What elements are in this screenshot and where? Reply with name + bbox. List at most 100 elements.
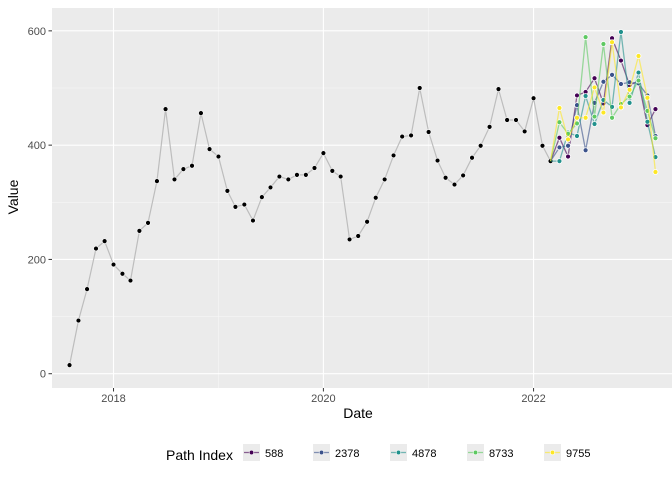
history-point (206, 146, 213, 152)
history-point (145, 220, 151, 226)
forecast-point (591, 75, 598, 82)
legend-item-4878: 4878 (390, 444, 436, 461)
history-point (329, 168, 336, 174)
y-tick-label: 400 (28, 140, 46, 152)
forecast-point (582, 114, 589, 121)
forecast-point (591, 84, 598, 91)
history-point (434, 157, 441, 164)
forecast-point (609, 39, 615, 46)
forecast-point (600, 41, 607, 47)
history-point (495, 86, 502, 92)
major-gridlines (52, 8, 672, 388)
x-axis-title: Date (343, 405, 373, 421)
forecast-point (582, 147, 589, 154)
forecast-path-8733 (549, 34, 659, 162)
forecast-point (591, 121, 598, 127)
history-point (417, 85, 423, 91)
y-axis-ticks: 0 200 400 600 (28, 26, 52, 381)
history-point (101, 238, 108, 244)
history-point (469, 155, 475, 161)
history-point (110, 261, 117, 268)
history-point (346, 236, 353, 243)
history-point (425, 129, 432, 135)
forecast-point (618, 29, 624, 35)
forecast-point (626, 99, 633, 106)
history-point (521, 128, 528, 135)
forecast-point (635, 69, 642, 76)
history-point (189, 163, 195, 169)
history-point (530, 95, 537, 101)
history-point (504, 117, 510, 123)
forecast-point (635, 53, 642, 59)
legend-key-point (318, 449, 325, 456)
history-point (136, 228, 143, 234)
history-point (408, 132, 414, 139)
history-point (390, 152, 397, 159)
history-point (320, 150, 327, 156)
history-line (68, 87, 552, 366)
history-point (337, 173, 344, 180)
history-point (75, 317, 82, 324)
forecast-point (556, 158, 563, 165)
forecast-paths (549, 29, 659, 175)
forecast-point (591, 113, 598, 120)
forecast-point (635, 77, 642, 84)
x-tick-label: 2020 (311, 393, 335, 405)
forecast-point (609, 114, 615, 121)
history-point (93, 245, 99, 252)
history-point (399, 133, 405, 140)
history-point (180, 166, 187, 172)
history-point (373, 195, 379, 201)
forecast-point (618, 57, 624, 64)
x-axis-ticks: 2018 2020 2022 (101, 388, 546, 405)
legend-key-point (248, 449, 255, 456)
history-point (381, 176, 388, 183)
legend-item-2378: 2378 (313, 444, 359, 461)
forecast-point (618, 104, 624, 111)
history-point (232, 204, 239, 210)
forecast-point (574, 133, 580, 139)
history-point (355, 233, 361, 239)
forecast-point (600, 78, 607, 85)
legend-label: 8733 (489, 448, 513, 460)
legend-item-588: 588 (243, 444, 283, 461)
forecast-point (565, 136, 571, 143)
legend-item-9755: 9755 (544, 444, 590, 461)
x-tick-label: 2018 (101, 393, 125, 405)
forecast-point (556, 105, 563, 111)
legend-label: 4878 (412, 448, 436, 460)
history-point (294, 172, 300, 178)
history-point (66, 362, 73, 368)
history-point (171, 176, 178, 183)
history-point (477, 143, 484, 149)
forecast-point (582, 93, 589, 99)
forecast-point (626, 86, 633, 93)
legend-key-point (472, 449, 479, 456)
legend-label: 588 (265, 448, 283, 460)
y-tick-label: 200 (28, 254, 46, 266)
history-series (66, 85, 554, 368)
forecast-point (574, 92, 580, 99)
forecast-point (574, 114, 580, 121)
legend-label: 9755 (566, 448, 590, 460)
history-point (241, 201, 248, 208)
history-point (539, 143, 546, 149)
legend-key-point (549, 449, 556, 456)
forecast-point (600, 109, 607, 116)
history-point (267, 184, 274, 191)
forecast-point (644, 118, 651, 125)
forecast-point (652, 169, 659, 175)
forecast-point (565, 153, 571, 160)
legend-key-point (395, 449, 402, 456)
history-point (215, 153, 222, 160)
history-point (460, 172, 466, 179)
legend-title: Path Index (166, 447, 233, 463)
history-point (259, 194, 265, 200)
history-point (442, 175, 449, 181)
forecast-point (556, 144, 563, 151)
history-point (154, 178, 160, 184)
forecast-point (652, 106, 659, 113)
history-point (162, 106, 169, 112)
history-point (198, 110, 204, 116)
